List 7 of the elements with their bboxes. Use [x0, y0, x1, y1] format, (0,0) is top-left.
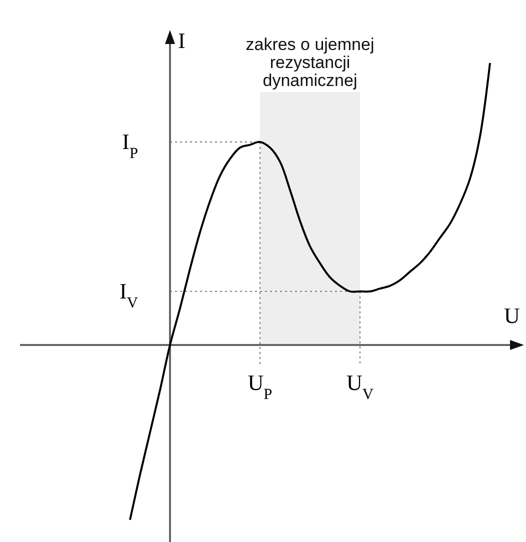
x-tick-label: U$_{V}$ [346, 370, 374, 402]
x-tick-label: U$_{P}$ [248, 370, 272, 402]
ref-line-label: I$_{V}$ [120, 278, 138, 311]
y-axis-title: I [178, 28, 186, 53]
x-axis-title: U [504, 303, 520, 328]
ref-line-label: I$_{P}$ [122, 128, 138, 162]
band-label: zakres o ujemnej rezystancji dynamicznej [246, 35, 374, 90]
